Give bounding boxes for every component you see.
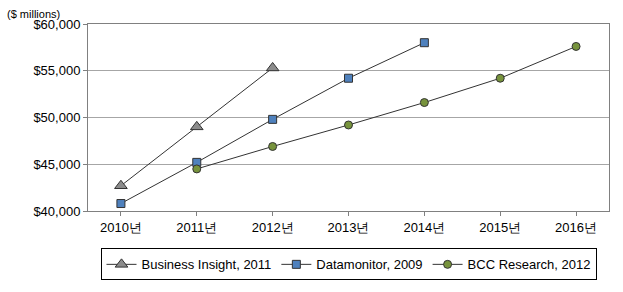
svg-text:Datamonitor, 2009: Datamonitor, 2009 — [316, 257, 422, 272]
svg-text:BCC Research, 2012: BCC Research, 2012 — [468, 257, 591, 272]
svg-text:2016년: 2016년 — [555, 220, 597, 235]
svg-text:2011년: 2011년 — [176, 220, 217, 235]
svg-text:$50,000: $50,000 — [33, 110, 80, 125]
svg-text:2010년: 2010년 — [100, 220, 142, 235]
svg-text:$60,000: $60,000 — [33, 17, 80, 32]
svg-text:2013년: 2013년 — [328, 220, 370, 235]
svg-text:2012년: 2012년 — [252, 220, 294, 235]
svg-text:Business Insight, 2011: Business Insight, 2011 — [142, 257, 272, 272]
svg-text:($ millions): ($ millions) — [7, 8, 60, 20]
svg-text:$45,000: $45,000 — [33, 157, 80, 172]
svg-text:2015년: 2015년 — [479, 220, 521, 235]
svg-text:$40,000: $40,000 — [33, 204, 80, 219]
svg-text:2014년: 2014년 — [403, 220, 445, 235]
svg-text:$55,000: $55,000 — [33, 63, 80, 78]
